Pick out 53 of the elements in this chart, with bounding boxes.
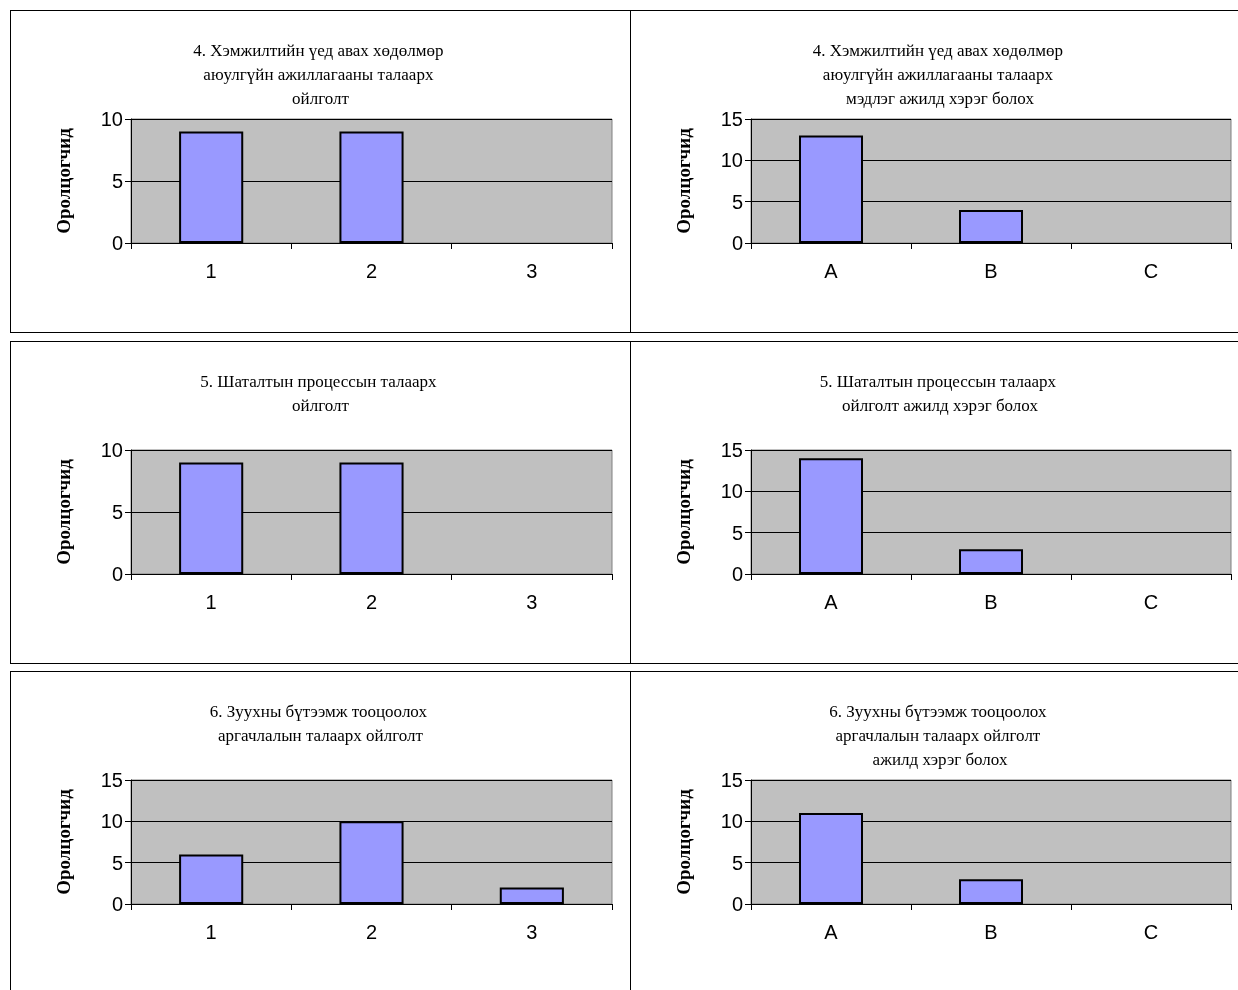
- y-tick-label: 0: [111, 563, 123, 585]
- y-axis-title: Оролцогчид: [673, 127, 694, 234]
- y-tick-label: 10: [720, 480, 743, 503]
- y-tick-label: 0: [111, 893, 123, 915]
- x-tick-label: 2: [365, 260, 378, 282]
- x-tick-label: A: [824, 921, 839, 943]
- y-tick-label: 10: [720, 149, 743, 172]
- y-tick-label: 10: [720, 810, 743, 833]
- y-tick-label: 0: [111, 232, 123, 254]
- y-tick-label: 0: [731, 563, 743, 585]
- x-tick-label: 2: [365, 591, 378, 613]
- y-tick-label: 10: [100, 439, 123, 461]
- y-tick-label: 5: [111, 170, 123, 192]
- y-tick-label: 15: [720, 439, 743, 461]
- chart-title: 5. Шаталтын процессын талаарх ойлголт ажилд хэрэг болох: [819, 371, 1061, 415]
- x-tick-label: 1: [205, 921, 217, 943]
- chart-title: 5. Шаталтын процессын талаарх ойлголт: [200, 371, 441, 415]
- chart-title: 6. Зуухны бүтээмж тооцоолох аргачлалын талаарх ойлголт: [209, 701, 432, 745]
- y-axis-title: Оролцогчид: [53, 458, 74, 565]
- y-tick-label: 0: [731, 893, 743, 915]
- chart-title: 4. Хэмжилтийн үед авах хөдөлмөр аюулгүйн ажиллагааны талаарх ойлголт: [193, 40, 448, 108]
- y-tick-label: 5: [731, 521, 743, 544]
- y-tick-label: 5: [731, 851, 743, 874]
- x-tick-label: 3: [526, 921, 538, 943]
- x-tick-label: C: [1143, 260, 1159, 282]
- y-tick-label: 15: [100, 769, 123, 791]
- y-axis-title: Оролцогчид: [53, 127, 74, 234]
- y-tick-label: 10: [100, 810, 123, 833]
- x-tick-label: B: [984, 591, 998, 613]
- y-tick-label: 0: [731, 232, 743, 254]
- x-tick-label: A: [824, 591, 839, 613]
- y-axis-title: Оролцогчид: [53, 788, 74, 895]
- y-tick-label: 5: [731, 190, 743, 213]
- chart-title: 6. Зуухны бүтээмж тооцоолох аргачлалын талаарх ойлголт ажилд хэрэг болох: [829, 701, 1051, 769]
- y-axis-title: Оролцогчид: [673, 788, 694, 895]
- y-tick-label: 5: [111, 501, 123, 523]
- x-tick-label: B: [984, 260, 998, 282]
- x-tick-label: C: [1143, 591, 1159, 613]
- chart-title: 4. Хэмжилтийн үед авах хөдөлмөр аюулгүйн ажиллагааны талаарх мэдлэг ажилд хэрэг болох: [812, 40, 1068, 108]
- x-tick-label: 1: [205, 260, 217, 282]
- y-tick-label: 5: [111, 851, 123, 874]
- x-tick-label: A: [824, 260, 839, 282]
- x-tick-label: 3: [526, 260, 538, 282]
- x-tick-label: B: [984, 921, 998, 943]
- y-axis-title: Оролцогчид: [673, 458, 694, 565]
- bar: [499, 887, 564, 904]
- y-tick-label: 15: [720, 108, 743, 130]
- y-tick-label: 15: [720, 769, 743, 791]
- x-tick-label: C: [1143, 921, 1159, 943]
- y-tick-label: 10: [100, 108, 123, 130]
- x-tick-label: 1: [205, 591, 217, 613]
- x-tick-label: 3: [526, 591, 538, 613]
- x-tick-label: 2: [365, 921, 378, 943]
